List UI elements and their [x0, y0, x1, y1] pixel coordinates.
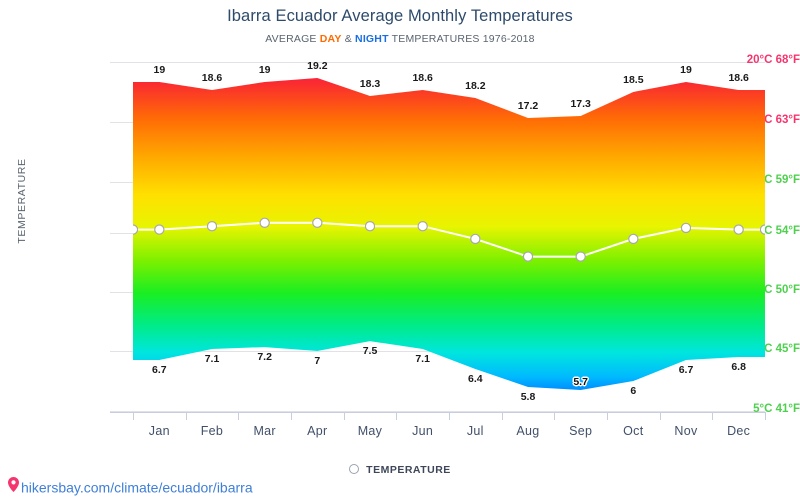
night-value-label: 6.7 [678, 364, 694, 376]
legend-item-temperature[interactable]: TEMPERATURE [366, 464, 451, 477]
night-value-label: 6.8 [731, 361, 746, 373]
night-value-label: 7.5 [362, 345, 378, 358]
x-axis-tick [501, 412, 503, 420]
x-axis-month-label: Apr [307, 424, 328, 438]
temperature-point-marker[interactable] [470, 233, 481, 245]
plot-area [133, 62, 765, 412]
x-axis-tick [343, 412, 345, 420]
x-axis-tick [607, 412, 608, 420]
source-link[interactable]: hikersbay.com/climate/ecuador/ibarra [8, 477, 253, 496]
gridline [110, 411, 765, 412]
night-value-label: 5.8 [520, 391, 536, 403]
night-value-label: 5.7 [573, 376, 588, 388]
chart-legend[interactable]: TEMPERATURE [0, 464, 800, 476]
x-axis-month-label: Feb [200, 424, 224, 438]
temperature-point-marker[interactable] [259, 217, 270, 228]
night-value-label: 7.1 [415, 353, 430, 366]
x-axis-month-label: May [357, 424, 383, 438]
night-value-label: 7.2 [257, 351, 272, 364]
x-axis-month-label: Jul [466, 424, 484, 438]
x-axis-tick [449, 412, 450, 420]
subtitle-separator: & [341, 33, 356, 45]
x-axis-tick [396, 412, 398, 420]
day-value-label: 19 [153, 64, 166, 76]
day-value-label: 18.6 [201, 72, 223, 84]
x-axis-month-label: Nov [674, 424, 698, 438]
day-value-label: 19.2 [307, 60, 328, 72]
temperature-point-marker[interactable] [522, 251, 534, 262]
temperature-point-marker[interactable] [759, 224, 765, 235]
subtitle-prefix: AVERAGE [265, 33, 320, 45]
temperature-band-svg [133, 78, 765, 390]
night-value-label: 7 [314, 355, 321, 367]
temperature-point-marker[interactable] [628, 233, 639, 245]
temperature-point-marker[interactable] [154, 224, 165, 235]
subtitle-night: NIGHT [355, 33, 389, 45]
y-axis-title: TEMPERATURE [16, 158, 28, 244]
x-axis-month-label: Dec [727, 424, 751, 438]
night-value-label: 7.1 [204, 353, 220, 366]
day-value-label: 18.5 [623, 74, 644, 86]
night-value-label: 6 [630, 385, 637, 397]
day-value-label: 19 [680, 64, 692, 76]
temperature-point-marker[interactable] [312, 217, 323, 228]
x-axis-line [110, 412, 766, 413]
x-axis-month-label: Aug [516, 424, 540, 438]
day-value-label: 18.6 [412, 72, 433, 84]
temperature-point-marker[interactable] [133, 224, 139, 235]
x-axis-tick [765, 412, 766, 420]
chart-subtitle: AVERAGE DAY & NIGHT TEMPERATURES 1976-20… [0, 33, 800, 45]
x-axis-tick [185, 412, 187, 420]
x-axis-tick [238, 412, 240, 420]
x-axis-month-label: Sep [569, 424, 593, 438]
y-axis-tick-label: 20°C 68°F [746, 54, 800, 66]
temperature-point-marker[interactable] [575, 251, 586, 262]
x-axis-tick [554, 412, 556, 420]
x-axis-month-label: Oct [623, 424, 644, 438]
night-value-label: 6.7 [152, 364, 167, 376]
subtitle-suffix: TEMPERATURES 1976-2018 [388, 33, 535, 45]
temperature-point-marker[interactable] [733, 224, 744, 235]
source-url[interactable]: hikersbay.com/climate/ecuador/ibarra [21, 479, 253, 496]
page-title: Ibarra Ecuador Average Monthly Temperatu… [227, 7, 573, 25]
day-value-label: 17.3 [570, 98, 591, 110]
x-axis-tick [133, 412, 134, 420]
map-pin-icon [8, 477, 19, 495]
night-value-label: 6.4 [468, 373, 483, 385]
temperature-point-marker[interactable] [417, 220, 428, 232]
day-value-label: 17.2 [517, 100, 539, 112]
x-axis-month-label: Mar [253, 424, 276, 438]
circle-marker-icon [349, 464, 360, 475]
x-axis-month-label: Jan [148, 424, 170, 438]
day-value-label: 18.3 [359, 78, 381, 90]
day-value-label: 18.6 [728, 72, 749, 84]
gridline [110, 62, 765, 63]
day-value-label: 18.2 [465, 80, 486, 92]
temperature-point-marker[interactable] [680, 222, 692, 234]
day-value-label: 19 [258, 64, 271, 76]
x-axis-tick [659, 412, 661, 420]
temperature-point-marker[interactable] [364, 220, 376, 232]
temperature-point-marker[interactable] [206, 220, 218, 232]
x-axis-tick [712, 412, 714, 420]
x-axis-month-label: Jun [412, 424, 434, 438]
x-axis-tick [291, 412, 292, 420]
temperature-band [133, 62, 765, 412]
subtitle-day: DAY [319, 33, 342, 45]
